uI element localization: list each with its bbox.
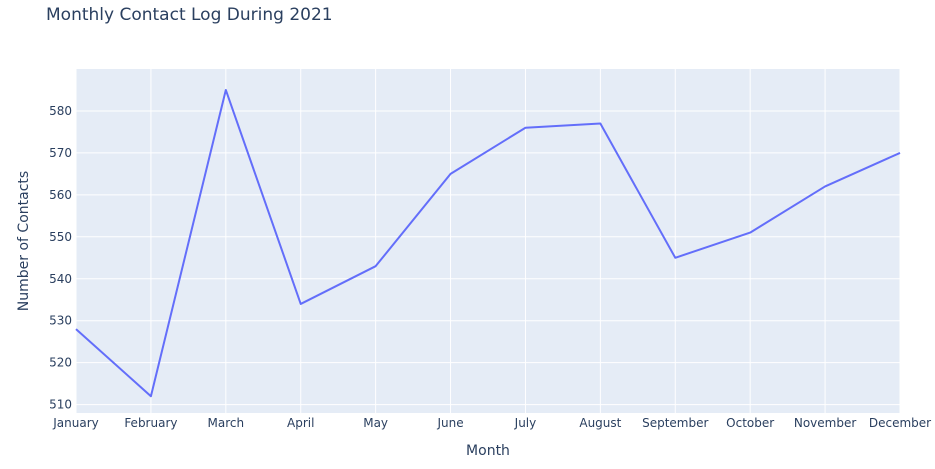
x-tick-label: February bbox=[124, 416, 177, 430]
y-tick-label: 530 bbox=[49, 314, 72, 328]
y-tick-label: 520 bbox=[49, 356, 72, 370]
x-axis-label: Month bbox=[466, 443, 510, 459]
grid-layer bbox=[75, 69, 901, 413]
x-tick-label: August bbox=[579, 416, 621, 430]
x-tick-label: November bbox=[794, 416, 856, 430]
y-axis-label: Number of Contacts bbox=[16, 171, 32, 311]
x-tick-label: July bbox=[514, 416, 537, 430]
plot-area bbox=[76, 69, 900, 413]
x-tick-label: January bbox=[52, 416, 99, 430]
y-tick-label: 560 bbox=[49, 188, 72, 202]
x-tick-label: May bbox=[363, 416, 388, 430]
x-tick-label: October bbox=[726, 416, 774, 430]
y-tick-label: 510 bbox=[49, 398, 72, 412]
x-tick-label: March bbox=[208, 416, 245, 430]
y-axis-ticks: 510 520 530 540 550 560 570 580 bbox=[49, 104, 72, 412]
x-tick-label: December bbox=[869, 416, 931, 430]
chart-title: Monthly Contact Log During 2021 bbox=[46, 5, 333, 25]
y-tick-label: 550 bbox=[49, 230, 72, 244]
x-tick-label: April bbox=[287, 416, 314, 430]
y-tick-label: 580 bbox=[49, 104, 72, 118]
x-tick-label: June bbox=[436, 416, 463, 430]
series-line bbox=[75, 88, 901, 398]
y-tick-label: 570 bbox=[49, 146, 72, 160]
x-axis-ticks: January February March April May June July Augu… bbox=[52, 416, 931, 430]
x-tick-label: September bbox=[642, 416, 708, 430]
y-tick-label: 540 bbox=[49, 272, 72, 286]
